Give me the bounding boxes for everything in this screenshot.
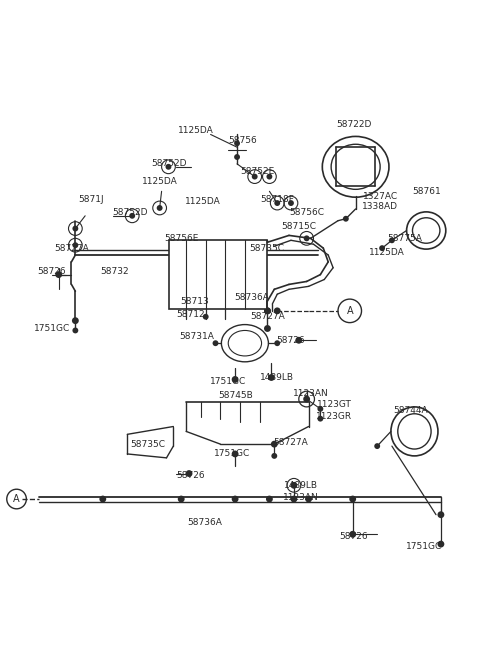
Circle shape [203, 314, 209, 320]
Text: 1751GC: 1751GC [406, 541, 443, 551]
Text: 58732: 58732 [100, 267, 129, 276]
Circle shape [72, 328, 78, 333]
Text: 58744A: 58744A [393, 406, 428, 415]
Text: 58713: 58713 [180, 296, 209, 306]
Text: 1125DA: 1125DA [142, 177, 178, 186]
Circle shape [274, 340, 280, 346]
Circle shape [274, 200, 280, 206]
Circle shape [317, 406, 324, 412]
Circle shape [186, 470, 192, 477]
Text: 1125DA: 1125DA [369, 248, 405, 257]
Circle shape [234, 154, 240, 160]
Text: 58731A: 58731A [180, 332, 214, 341]
Circle shape [264, 307, 271, 314]
Circle shape [271, 441, 278, 447]
Circle shape [166, 164, 171, 170]
Circle shape [290, 495, 297, 503]
Text: 58752E: 58752E [240, 167, 275, 176]
Text: 1338AD: 1338AD [362, 202, 398, 212]
Circle shape [379, 245, 385, 251]
Text: 1489LB: 1489LB [284, 481, 318, 490]
Circle shape [437, 511, 444, 518]
Text: 58718F: 58718F [260, 194, 294, 204]
Circle shape [290, 482, 297, 489]
Text: 1125DA: 1125DA [185, 196, 221, 206]
Circle shape [232, 495, 239, 503]
Circle shape [213, 340, 218, 346]
Circle shape [303, 396, 310, 403]
Circle shape [232, 376, 239, 383]
Text: 58727A: 58727A [274, 438, 308, 447]
Text: 58726: 58726 [37, 267, 66, 276]
Circle shape [266, 173, 272, 179]
Text: 58756C: 58756C [289, 208, 324, 217]
Circle shape [72, 225, 78, 231]
Circle shape [317, 416, 324, 422]
Circle shape [374, 443, 380, 449]
Circle shape [268, 374, 275, 381]
Text: 1489LB: 1489LB [260, 373, 294, 382]
Circle shape [156, 205, 163, 211]
Text: 58726: 58726 [339, 532, 368, 541]
Circle shape [264, 307, 271, 314]
Circle shape [264, 325, 271, 332]
Text: 58735C: 58735C [249, 244, 284, 253]
Text: 1751GC: 1751GC [210, 377, 246, 386]
Text: 58736A: 58736A [234, 292, 269, 302]
Text: 58736A: 58736A [187, 518, 222, 527]
Circle shape [274, 307, 281, 314]
Text: 58752D: 58752D [112, 208, 148, 217]
Text: 5871J: 5871J [78, 194, 104, 204]
Circle shape [178, 495, 185, 503]
Text: 1123AN: 1123AN [293, 389, 328, 397]
Circle shape [295, 337, 302, 344]
Circle shape [350, 532, 356, 537]
Circle shape [349, 531, 356, 537]
Circle shape [266, 495, 273, 503]
Text: A: A [347, 306, 353, 316]
Text: 58712: 58712 [177, 310, 205, 319]
Text: 58745B: 58745B [219, 391, 253, 399]
Circle shape [72, 317, 79, 324]
Text: 58761: 58761 [412, 187, 441, 196]
Text: 58715C: 58715C [281, 222, 316, 231]
Text: A: A [13, 494, 20, 504]
Text: 58752D: 58752D [152, 160, 187, 168]
Circle shape [271, 453, 277, 459]
Text: 58726: 58726 [276, 336, 305, 345]
Text: 58726: 58726 [177, 471, 205, 480]
Text: 1123AN: 1123AN [283, 493, 319, 501]
Circle shape [252, 173, 258, 179]
Text: 58756: 58756 [228, 136, 257, 145]
Circle shape [343, 215, 349, 221]
Circle shape [304, 235, 310, 241]
Text: 58735C: 58735C [131, 440, 166, 449]
Bar [169, 240, 267, 309]
Text: 1125DA: 1125DA [178, 126, 214, 135]
Text: 58722D: 58722D [336, 120, 372, 129]
Text: 58756E: 58756E [164, 234, 198, 243]
Text: 58775A: 58775A [387, 234, 422, 243]
Circle shape [437, 541, 444, 547]
Circle shape [305, 495, 312, 503]
Text: 1751GC: 1751GC [34, 324, 70, 333]
Text: 58727A: 58727A [250, 312, 285, 321]
Circle shape [72, 242, 78, 248]
Circle shape [129, 213, 135, 219]
Text: 58727A: 58727A [54, 244, 89, 253]
Text: 1327AC: 1327AC [362, 192, 398, 200]
Text: 1123GR: 1123GR [316, 412, 352, 421]
Circle shape [55, 271, 62, 278]
Circle shape [234, 141, 240, 147]
Text: 1751GC: 1751GC [214, 449, 250, 459]
Circle shape [99, 495, 106, 503]
Circle shape [389, 237, 395, 243]
Circle shape [288, 200, 294, 206]
Text: 1123GT: 1123GT [317, 400, 351, 409]
Circle shape [232, 451, 239, 457]
Circle shape [349, 495, 356, 503]
